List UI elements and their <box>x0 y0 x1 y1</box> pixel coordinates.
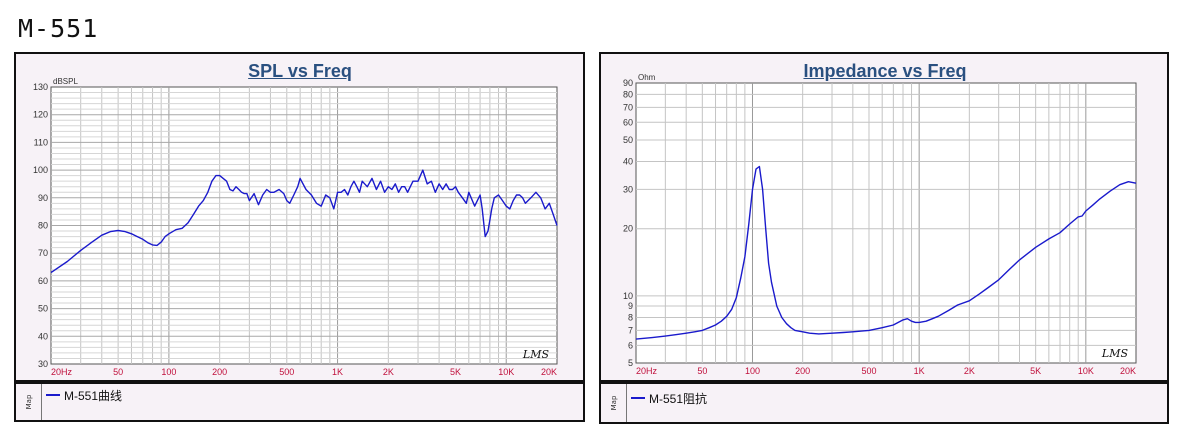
spl-watermark: LMS <box>522 348 550 361</box>
spl-x-tick: 100 <box>161 367 176 377</box>
impedance-series-line <box>635 165 1137 340</box>
spl-y-tick: 70 <box>38 248 48 258</box>
impedance-y-tick: 10 <box>623 291 633 301</box>
impedance-y-tick: 6 <box>628 340 633 350</box>
impedance-x-tick: 500 <box>861 366 876 376</box>
impedance-x-tick: 10K <box>1078 366 1094 376</box>
impedance-y-tick: 70 <box>623 102 633 112</box>
spl-y-tick: 50 <box>38 304 48 314</box>
impedance-legend-box: Map M-551阻抗 <box>599 382 1169 424</box>
spl-legend-line <box>46 394 60 396</box>
impedance-x-tick: 20K <box>1120 366 1136 376</box>
spl-y-tick: 40 <box>38 331 48 341</box>
spl-y-tick: 110 <box>34 137 48 147</box>
spl-series-line <box>50 169 558 274</box>
spl-x-tick: 2K <box>383 367 394 377</box>
spl-x-tick: 500 <box>279 367 294 377</box>
spl-y-tick: 90 <box>38 193 48 203</box>
impedance-y-tick: 7 <box>628 325 633 335</box>
impedance-y-tick: 80 <box>623 89 633 99</box>
impedance-y-tick: 8 <box>628 312 633 322</box>
legend-tab-text: Map <box>610 395 618 411</box>
legend-tab: Map <box>16 384 42 420</box>
spl-y-tick: 30 <box>38 359 48 369</box>
spl-x-tick: 50 <box>113 367 123 377</box>
impedance-x-tick: 1K <box>914 366 925 376</box>
spl-legend-box: Map M-551曲线 <box>14 382 585 422</box>
spl-x-tick: 200 <box>212 367 227 377</box>
impedance-x-tick: 100 <box>745 366 760 376</box>
spl-y-tick: 100 <box>33 165 48 175</box>
impedance-x-tick: 200 <box>795 366 810 376</box>
impedance-y-tick: 40 <box>623 157 633 167</box>
impedance-legend-line <box>631 397 645 399</box>
spl-y-unit: dBSPL <box>53 77 78 86</box>
impedance-x-tick: 50 <box>697 366 707 376</box>
spl-y-tick: 80 <box>38 221 48 231</box>
impedance-y-tick: 5 <box>628 358 633 368</box>
spl-y-tick: 60 <box>38 276 48 286</box>
impedance-watermark: LMS <box>1101 347 1129 360</box>
impedance-y-tick: 90 <box>623 78 633 88</box>
impedance-y-tick: 30 <box>623 184 633 194</box>
spl-x-tick: 20Hz <box>51 367 73 377</box>
impedance-y-tick: 20 <box>623 224 633 234</box>
spl-x-tick: 20K <box>541 367 557 377</box>
impedance-y-unit: Ohm <box>638 73 656 82</box>
impedance-plot-area <box>635 82 1137 364</box>
impedance-y-tick: 50 <box>623 135 633 145</box>
spl-chart-title: SPL vs Freq <box>248 61 352 81</box>
spl-x-tick: 1K <box>332 367 343 377</box>
spl-x-tick: 10K <box>498 367 514 377</box>
spl-y-tick: 120 <box>33 110 48 120</box>
spl-legend-label: M-551曲线 <box>64 389 123 403</box>
spl-x-tick: 5K <box>450 367 461 377</box>
page-title: M-551 <box>18 14 99 43</box>
impedance-x-tick: 5K <box>1030 366 1041 376</box>
impedance-chart-title: Impedance vs Freq <box>803 61 967 81</box>
impedance-legend-label: M-551阻抗 <box>649 392 708 406</box>
legend-tab: Map <box>601 384 627 422</box>
impedance-y-tick: 60 <box>623 117 633 127</box>
impedance-y-tick: 9 <box>628 301 633 311</box>
impedance-x-tick: 2K <box>964 366 975 376</box>
impedance-x-tick: 20Hz <box>636 366 658 376</box>
spl-y-tick: 130 <box>33 82 48 92</box>
